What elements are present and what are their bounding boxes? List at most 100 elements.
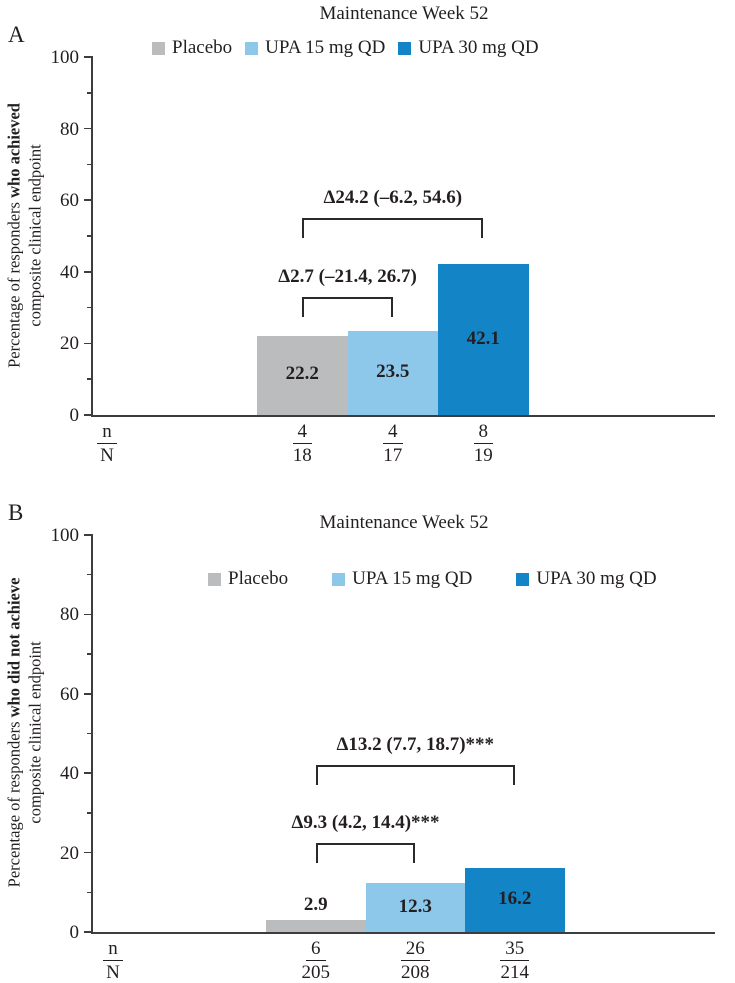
bar-upa-30-mg-qd	[465, 867, 565, 932]
y-axis-tick-label: 40	[60, 261, 79, 283]
n-over-N-fraction: 4 18	[257, 421, 347, 467]
y-axis-tick-label: 0	[69, 922, 80, 943]
legend-item-placebo: Placebo	[152, 37, 232, 59]
y-axis-tick-label: 80	[60, 118, 79, 140]
ratio-label-numerator: n	[103, 938, 123, 962]
n-over-N-fraction: 26 208	[370, 938, 460, 983]
y-axis-tick-label: 0	[69, 405, 80, 426]
ratio-label-denominator: N	[106, 962, 120, 983]
x-axis-line	[91, 932, 715, 934]
placebo-swatch-icon	[152, 41, 165, 55]
panel-a-letter: A	[8, 22, 25, 47]
comparison-bracket	[302, 218, 484, 221]
bar-placebo	[266, 920, 366, 932]
delta-annotation: Δ24.2 (–6.2, 54.6)	[323, 187, 463, 209]
y-axis-major-tick	[84, 613, 93, 616]
y-axis-major-tick	[84, 772, 93, 774]
fraction-numerator: 26	[400, 938, 430, 962]
y-axis-tick-label: 80	[60, 604, 79, 626]
y-axis-major-tick	[84, 534, 93, 536]
y-axis-major-tick	[84, 271, 93, 273]
y-axis-minor-tick	[87, 732, 93, 735]
n-over-N-fraction: 8 19	[438, 421, 528, 467]
y-axis-minor-tick	[87, 163, 93, 166]
y-axis-major-tick	[84, 56, 93, 58]
fraction-denominator: 18	[292, 445, 312, 467]
bar-value-label: 23.5	[376, 360, 410, 382]
panel-b-legend: Placebo UPA 15 mg QD UPA 30 mg QD	[208, 568, 657, 590]
y-axis-minor-tick	[87, 235, 93, 237]
legend-item-upa-30: UPA 30 mg QD	[516, 568, 657, 590]
legend-item-upa-15: UPA 15 mg QD	[332, 568, 472, 590]
n-over-N-fraction: 4 17	[348, 421, 438, 467]
upa-30-swatch-icon	[398, 41, 412, 55]
comparison-bracket-leg	[512, 765, 515, 786]
fraction-numerator: 4	[292, 421, 312, 445]
y-axis-major-tick	[84, 414, 93, 416]
bar-upa-15-mg-qd	[365, 883, 465, 932]
y-axis-minor-tick	[87, 573, 93, 576]
y-axis-minor-tick	[87, 378, 93, 380]
y-axis-minor-tick	[87, 891, 93, 894]
legend-label: UPA 30 mg QD	[418, 37, 539, 58]
y-axis-tick-label: 20	[60, 333, 79, 355]
legend-label: UPA 30 mg QD	[536, 568, 657, 589]
x-axis-line	[91, 415, 715, 417]
panel-a: A Maintenance Week 52 Placebo UPA 15 mg …	[5, 3, 715, 467]
bar-value-label: 16.2	[498, 887, 532, 909]
comparison-bracket	[315, 765, 515, 768]
legend-label: Placebo	[172, 37, 233, 58]
fraction-numerator: 6	[306, 938, 326, 962]
panel-b-title: Maintenance Week 52	[319, 512, 489, 533]
panel-b: B Maintenance Week 52 Placebo UPA 15 mg …	[0, 492, 735, 983]
delta-annotation: Δ13.2 (7.7, 18.7)***	[336, 734, 495, 756]
bar-value-label: 22.2	[285, 363, 319, 385]
comparison-bracket-leg	[302, 218, 305, 239]
panel-b-plot-area: 0 20 40 60 80 100 2.9 6 205 12.3 26 208 16.2 35 214 n N Δ…	[0, 492, 735, 983]
fraction-denominator: 205	[301, 962, 331, 983]
y-axis-tick-label: 100	[50, 525, 80, 546]
comparison-bracket	[315, 842, 416, 845]
ratio-label-numerator: n	[97, 421, 117, 445]
bar-value-label: 12.3	[398, 895, 432, 917]
y-axis-major-tick	[84, 199, 93, 201]
fraction-denominator: 214	[500, 962, 530, 983]
y-axis-tick-label: 40	[60, 763, 79, 785]
y-axis-tick-label: 100	[50, 47, 80, 68]
bar-upa-15-mg-qd	[347, 330, 438, 415]
comparison-bracket-leg	[315, 765, 318, 786]
y-axis-major-tick	[84, 693, 93, 695]
y-axis-line	[91, 57, 93, 417]
bar-placebo	[257, 335, 348, 415]
panel-a-title: Maintenance Week 52	[319, 3, 489, 24]
y-axis-minor-tick	[87, 92, 93, 94]
fraction-denominator: 208	[401, 962, 430, 983]
delta-annotation: Δ9.3 (4.2, 14.4)***	[291, 811, 440, 833]
fraction-numerator: 4	[383, 421, 403, 445]
y-axis-major-tick	[84, 851, 93, 854]
bar-value-label: 2.9	[303, 894, 328, 916]
y-axis-tick-label: 60	[60, 190, 79, 212]
y-axis-tick-label: 20	[60, 842, 79, 864]
delta-annotation: Δ2.7 (–21.4, 26.7)	[278, 265, 417, 287]
fraction-denominator: 17	[383, 445, 403, 467]
fraction-numerator: 8	[473, 421, 493, 445]
y-axis-major-tick	[84, 931, 93, 933]
comparison-bracket-leg	[481, 218, 484, 239]
y-axis-minor-tick	[87, 306, 93, 309]
upa-15-swatch-icon	[245, 41, 259, 55]
bar-value-label: 42.1	[466, 327, 500, 349]
legend-label: Placebo	[228, 568, 289, 589]
y-axis-tick-label: 60	[60, 683, 79, 705]
legend-item-upa-15: UPA 15 mg QD	[245, 37, 385, 59]
upa-15-swatch-icon	[332, 572, 346, 586]
y-axis-line	[91, 535, 93, 934]
n-over-N-fraction: 35 214	[470, 938, 560, 983]
bar-upa-30-mg-qd	[438, 264, 529, 415]
y-axis-major-tick	[84, 127, 93, 130]
fraction-numerator: 35	[500, 938, 530, 962]
ratio-label-denominator: N	[100, 445, 114, 467]
